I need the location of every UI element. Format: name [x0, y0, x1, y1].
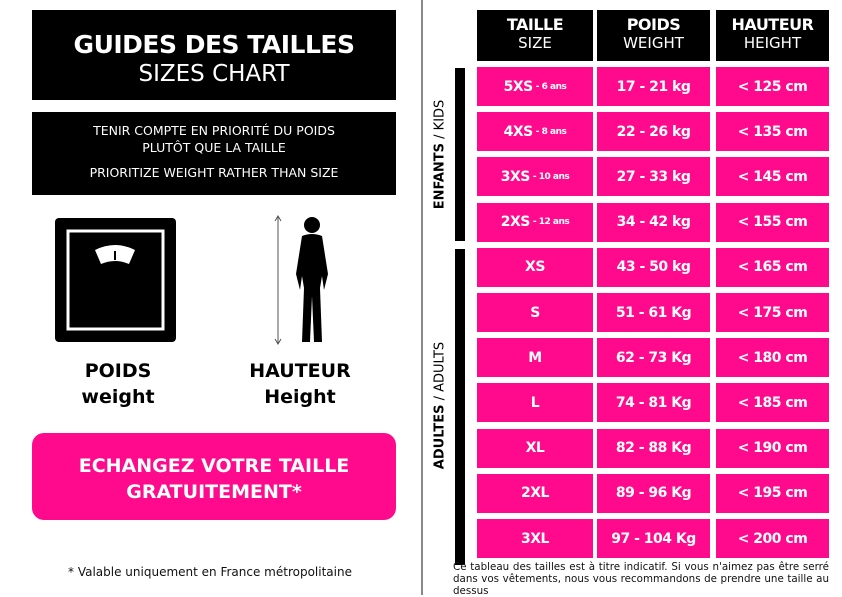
title-box: GUIDES DES TAILLES SIZES CHART [32, 10, 396, 100]
body-height-icon [274, 215, 328, 345]
size-cell: 3XS - 10 ans [477, 157, 593, 197]
weight-cell: 17 - 21 kg [597, 67, 710, 106]
height-cell: < 200 cm [716, 519, 829, 558]
kids-group-bar [455, 68, 465, 241]
adults-label-fr: ADULTES [432, 404, 448, 470]
cta-line-1: ECHANGEZ VOTRE TAILLE [78, 455, 350, 477]
age-value: - 8 ans [535, 126, 567, 137]
adults-label-en: / ADULTS [432, 341, 448, 405]
size-cell: XL [477, 428, 593, 468]
height-cell: < 190 cm [716, 428, 829, 468]
size-cell: M [477, 338, 593, 378]
header-weight-en: WEIGHT [623, 34, 684, 52]
size-value: 2XS [500, 214, 531, 231]
weight-cell: 27 - 33 kg [597, 157, 710, 197]
height-cell: < 165 cm [716, 247, 829, 287]
footnote: * Valable uniquement en France métropoli… [68, 565, 352, 579]
size-cell: 3XL [477, 519, 593, 558]
weight-cell: 97 - 104 Kg [597, 519, 710, 558]
age-value: - 12 ans [532, 217, 570, 228]
size-cell: 2XL [477, 473, 593, 513]
weight-cell: 51 - 61 Kg [597, 293, 710, 332]
size-value: 5XS [503, 78, 534, 95]
size-cell: 2XS - 12 ans [477, 202, 593, 242]
size-value: 3XS [500, 168, 531, 185]
weight-cell: 62 - 73 Kg [597, 338, 710, 378]
height-cell: < 155 cm [716, 202, 829, 242]
kids-label-fr: ENFANTS [432, 142, 448, 210]
header-size: TAILLE SIZE [477, 10, 593, 61]
size-cell: 4XS - 8 ans [477, 112, 593, 152]
adults-group-bar [455, 249, 465, 565]
height-cell: < 175 cm [716, 293, 829, 332]
note-fr-2: PLUTÔT QUE LA TAILLE [142, 140, 286, 155]
height-cell: < 145 cm [716, 157, 829, 197]
age-value: - 6 ans [535, 81, 567, 92]
size-value: 4XS [503, 123, 534, 140]
header-weight: POIDS WEIGHT [597, 10, 710, 61]
size-value: 2XL [521, 485, 549, 502]
note-en: PRIORITIZE WEIGHT RATHER THAN SIZE [89, 165, 339, 180]
priority-note: TENIR COMPTE EN PRIORITÉ DU POIDS PLUTÔT… [32, 112, 396, 195]
size-cell: 5XS - 6 ans [477, 67, 593, 106]
height-cell: < 185 cm [716, 383, 829, 423]
disclaimer: Ce tableau des tailles est à titre indic… [453, 561, 829, 597]
height-cell: < 135 cm [716, 112, 829, 152]
size-value: XS [525, 259, 545, 276]
adults-group-label: ADULTES / ADULTS [433, 306, 448, 506]
size-value: M [528, 349, 542, 366]
weight-label-en: weight [81, 386, 155, 408]
kids-group-label: ENFANTS / KIDS [433, 75, 448, 235]
weight-label-fr: POIDS [84, 360, 152, 382]
kids-label-en: / KIDS [432, 99, 448, 143]
page-title: GUIDES DES TAILLES [73, 30, 355, 59]
height-label-en: Height [264, 386, 336, 408]
size-value: 3XL [521, 530, 549, 547]
header-height-en: HEIGHT [743, 34, 802, 52]
height-cell: < 180 cm [716, 338, 829, 378]
header-weight-fr: POIDS [626, 15, 681, 34]
note-fr-1: TENIR COMPTE EN PRIORITÉ DU POIDS [93, 123, 335, 138]
weight-cell: 89 - 96 Kg [597, 473, 710, 513]
height-cell: < 195 cm [716, 473, 829, 513]
divider [421, 0, 423, 595]
header-height: HAUTEUR HEIGHT [716, 10, 829, 61]
free-exchange-button[interactable]: ECHANGEZ VOTRE TAILLE GRATUITEMENT* [32, 433, 396, 520]
weight-cell: 82 - 88 Kg [597, 428, 710, 468]
weight-cell: 34 - 42 kg [597, 202, 710, 242]
size-cell: XS [477, 247, 593, 287]
size-cell: S [477, 293, 593, 332]
cta-line-2: GRATUITEMENT* [126, 481, 302, 503]
size-value: S [530, 304, 540, 321]
page-subtitle: SIZES CHART [138, 61, 290, 87]
height-cell: < 125 cm [716, 67, 829, 106]
weight-cell: 22 - 26 kg [597, 112, 710, 152]
weight-cell: 74 - 81 Kg [597, 383, 710, 423]
header-size-en: SIZE [518, 34, 552, 52]
scale-icon [55, 218, 176, 342]
weight-label: POIDS weight [38, 358, 198, 410]
header-size-fr: TAILLE [506, 15, 564, 34]
size-value: XL [525, 440, 545, 457]
size-value: L [530, 394, 540, 411]
weight-cell: 43 - 50 kg [597, 247, 710, 287]
age-value: - 10 ans [532, 171, 570, 182]
height-label-fr: HAUTEUR [249, 360, 351, 382]
height-label: HAUTEUR Height [220, 358, 380, 410]
size-cell: L [477, 383, 593, 423]
header-height-fr: HAUTEUR [731, 15, 814, 34]
